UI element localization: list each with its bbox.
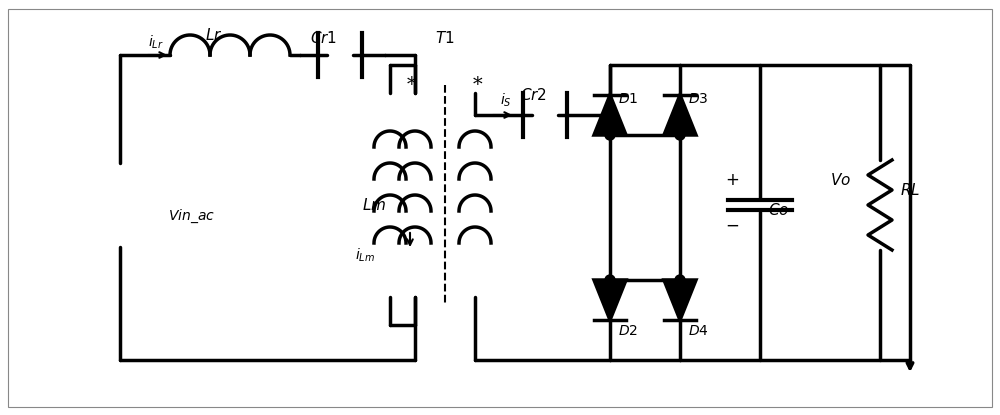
Text: $Cr1$: $Cr1$ (310, 30, 337, 46)
Polygon shape (664, 280, 696, 320)
Text: $-$: $-$ (725, 217, 739, 234)
Text: $D4$: $D4$ (688, 324, 709, 338)
Text: $T1$: $T1$ (435, 30, 455, 46)
Text: $Cr2$: $Cr2$ (520, 87, 547, 103)
Text: $Vo$: $Vo$ (830, 172, 851, 188)
Text: $D1$: $D1$ (618, 92, 638, 106)
Text: $Lr$: $Lr$ (205, 27, 223, 43)
Polygon shape (664, 95, 696, 135)
Text: *: * (407, 76, 417, 94)
Text: $D2$: $D2$ (618, 324, 638, 338)
Text: $Co$: $Co$ (768, 202, 789, 218)
Circle shape (605, 130, 615, 140)
Circle shape (605, 275, 615, 285)
Text: *: * (473, 76, 483, 94)
Polygon shape (594, 95, 626, 135)
Polygon shape (594, 280, 626, 320)
Text: $i_{Lm}$: $i_{Lm}$ (355, 247, 375, 264)
Text: $+$: $+$ (725, 172, 739, 189)
Circle shape (675, 275, 685, 285)
Text: $Vin\_ac$: $Vin\_ac$ (168, 208, 215, 225)
Circle shape (675, 130, 685, 140)
Text: $i_S$: $i_S$ (500, 92, 512, 110)
Text: $Lm$: $Lm$ (362, 197, 386, 213)
Text: $D3$: $D3$ (688, 92, 708, 106)
Text: $i_{Lr}$: $i_{Lr}$ (148, 34, 164, 51)
Text: $RL$: $RL$ (900, 182, 920, 198)
